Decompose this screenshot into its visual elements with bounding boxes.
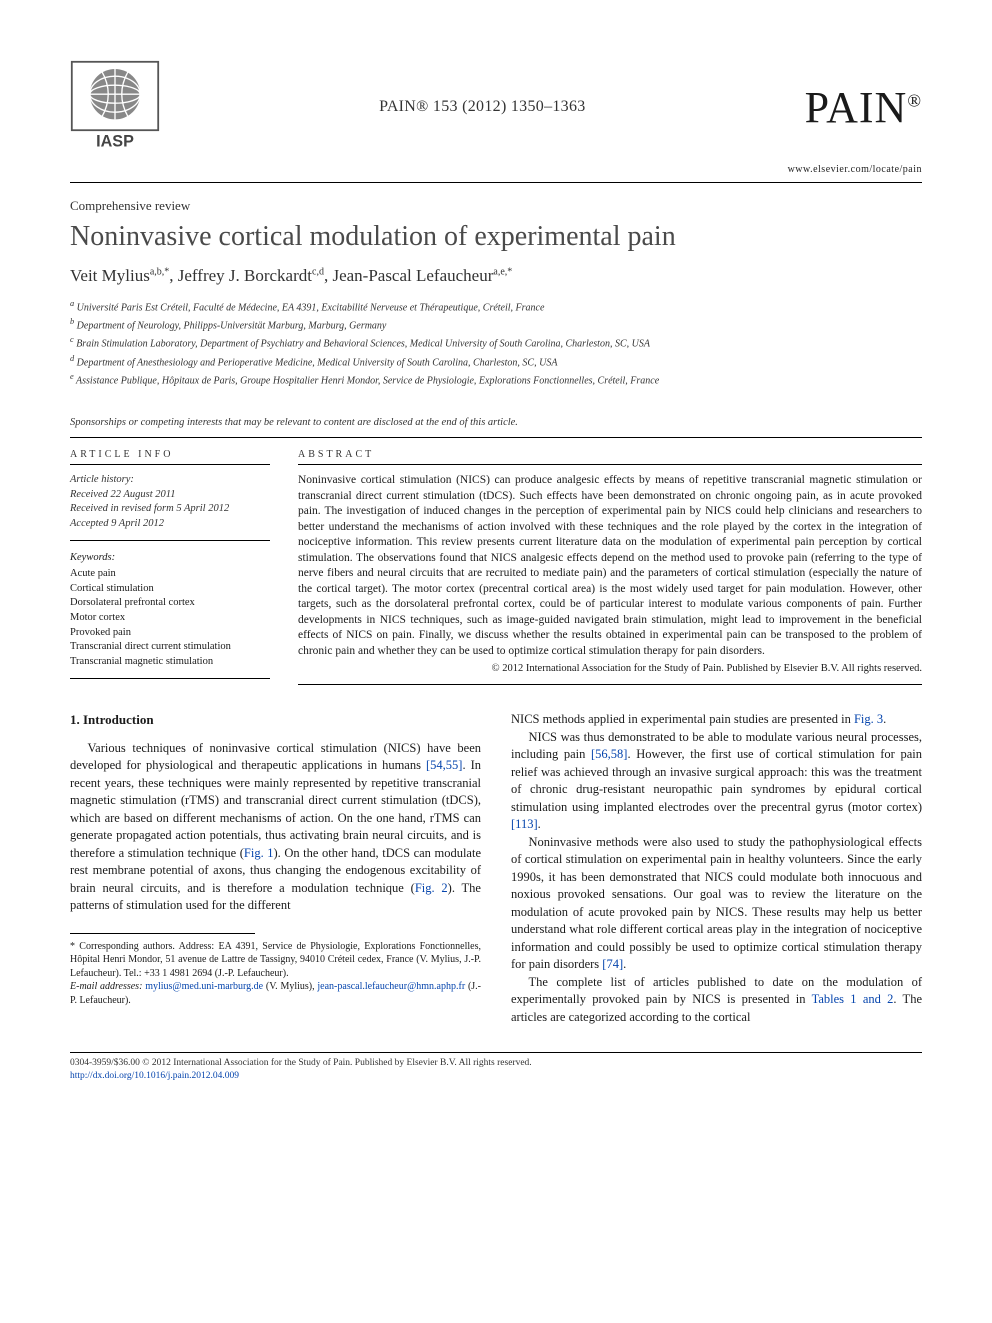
page: IASP PAIN® 153 (2012) 1350–1363 PAIN® ww… [0, 0, 992, 1123]
abstract-copyright: © 2012 International Association for the… [298, 662, 922, 676]
author-name: Jeffrey J. Borckardt [178, 266, 312, 285]
affiliation: a Université Paris Est Créteil, Faculté … [70, 298, 922, 315]
section-heading-intro: 1. Introduction [70, 711, 481, 729]
keyword: Motor cortex [70, 611, 270, 626]
footnotes: * Corresponding authors. Address: EA 439… [70, 940, 481, 1008]
author: Jean-Pascal Lefaucheura,e,* [332, 266, 512, 285]
body-paragraph: Noninvasive methods were also used to st… [511, 834, 922, 974]
emails-line: E-mail addresses: mylius@med.uni-marburg… [70, 980, 481, 1007]
body-paragraph: NICS methods applied in experimental pai… [511, 711, 922, 729]
affil-mark: d [70, 354, 74, 363]
footnote-rule [70, 933, 255, 934]
affiliations: a Université Paris Est Créteil, Faculté … [70, 298, 922, 389]
keyword: Transcranial direct current stimulation [70, 640, 270, 655]
article-info-col: ARTICLE INFO Article history: Received 2… [70, 448, 270, 686]
abstract-col: ABSTRACT Noninvasive cortical stimulatio… [298, 448, 922, 686]
author-marks: a,b,* [150, 266, 169, 277]
history-label: Article history: [70, 473, 270, 488]
author-name: Veit Mylius [70, 266, 150, 285]
history-line: Received in revised form 5 April 2012 [70, 502, 270, 517]
affiliation: b Department of Neurology, Philipps-Univ… [70, 316, 922, 333]
iasp-text: IASP [96, 132, 134, 150]
abstract-label: ABSTRACT [298, 448, 922, 466]
keyword: Transcranial magnetic stimulation [70, 655, 270, 670]
affil-mark: a [70, 299, 74, 308]
right-column: NICS methods applied in experimental pai… [511, 711, 922, 1026]
body-paragraph: NICS was thus demonstrated to be able to… [511, 729, 922, 834]
pain-reg-mark: ® [907, 90, 922, 110]
journal-url[interactable]: www.elsevier.com/locate/pain [70, 163, 922, 177]
left-column: 1. Introduction Various techniques of no… [70, 711, 481, 1026]
affiliation: d Department of Anesthesiology and Perio… [70, 353, 922, 370]
keyword: Dorsolateral prefrontal cortex [70, 596, 270, 611]
affil-mark: c [70, 335, 74, 344]
pain-brand-text: PAIN [805, 83, 908, 132]
emails-label: E-mail addresses: [70, 981, 142, 992]
history-line: Received 22 August 2011 [70, 488, 270, 503]
info-label: ARTICLE INFO [70, 448, 270, 466]
journal-header: IASP PAIN® 153 (2012) 1350–1363 PAIN® [70, 60, 922, 155]
affil-mark: b [70, 317, 74, 326]
page-footer: 0304-3959/$36.00 © 2012 International As… [70, 1052, 922, 1083]
body-columns: 1. Introduction Various techniques of no… [70, 711, 922, 1026]
affil-text: Assistance Publique, Hôpitaux de Paris, … [76, 375, 659, 386]
authors-line: Veit Myliusa,b,*, Jeffrey J. Borckardtc,… [70, 265, 922, 288]
affiliation: c Brain Stimulation Laboratory, Departme… [70, 334, 922, 351]
author-name: Jean-Pascal Lefaucheur [332, 266, 493, 285]
journal-id-text: PAIN® 153 (2012) 1350–1363 [379, 98, 585, 115]
keywords-label: Keywords: [70, 551, 270, 565]
header-rule [70, 182, 922, 183]
pain-logo: PAIN® [805, 78, 922, 137]
affil-text: Brain Stimulation Laboratory, Department… [76, 339, 650, 350]
doi-link[interactable]: http://dx.doi.org/10.1016/j.pain.2012.04… [70, 1071, 239, 1081]
footer-line: 0304-3959/$36.00 © 2012 International As… [70, 1057, 922, 1070]
affil-text: Department of Anesthesiology and Periope… [77, 357, 558, 368]
info-abstract-row: ARTICLE INFO Article history: Received 2… [70, 448, 922, 686]
sponsor-note: Sponsorships or competing interests that… [70, 416, 922, 430]
keyword: Acute pain [70, 567, 270, 582]
corresponding-note: * Corresponding authors. Address: EA 439… [70, 940, 481, 981]
author: Veit Myliusa,b,* [70, 266, 169, 285]
email-owner: (V. Mylius), [263, 981, 317, 992]
author-marks: a,e,* [493, 266, 512, 277]
email-link[interactable]: jean-pascal.lefaucheur@hmn.aphp.fr [317, 981, 465, 992]
affil-text: Université Paris Est Créteil, Faculté de… [77, 302, 545, 313]
keyword: Provoked pain [70, 626, 270, 641]
author: Jeffrey J. Borckardtc,d [178, 266, 324, 285]
affiliation: e Assistance Publique, Hôpitaux de Paris… [70, 371, 922, 388]
author-marks: c,d [312, 266, 324, 277]
body-paragraph: The complete list of articles published … [511, 974, 922, 1027]
keyword: Cortical stimulation [70, 582, 270, 597]
journal-id-line: PAIN® 153 (2012) 1350–1363 [160, 96, 805, 118]
body-paragraph: Various techniques of noninvasive cortic… [70, 740, 481, 915]
sponsor-rule [70, 437, 922, 438]
article-title: Noninvasive cortical modulation of exper… [70, 221, 922, 253]
iasp-logo: IASP [70, 60, 160, 155]
keywords-list: Acute pain Cortical stimulation Dorsolat… [70, 567, 270, 679]
affil-mark: e [70, 372, 74, 381]
article-history: Article history: Received 22 August 2011… [70, 473, 270, 541]
abstract-text: Noninvasive cortical stimulation (NICS) … [298, 473, 922, 685]
article-type: Comprehensive review [70, 197, 922, 215]
abstract-body: Noninvasive cortical stimulation (NICS) … [298, 474, 922, 657]
email-link[interactable]: mylius@med.uni-marburg.de [145, 981, 263, 992]
affil-text: Department of Neurology, Philipps-Univer… [77, 320, 387, 331]
history-line: Accepted 9 April 2012 [70, 517, 270, 532]
